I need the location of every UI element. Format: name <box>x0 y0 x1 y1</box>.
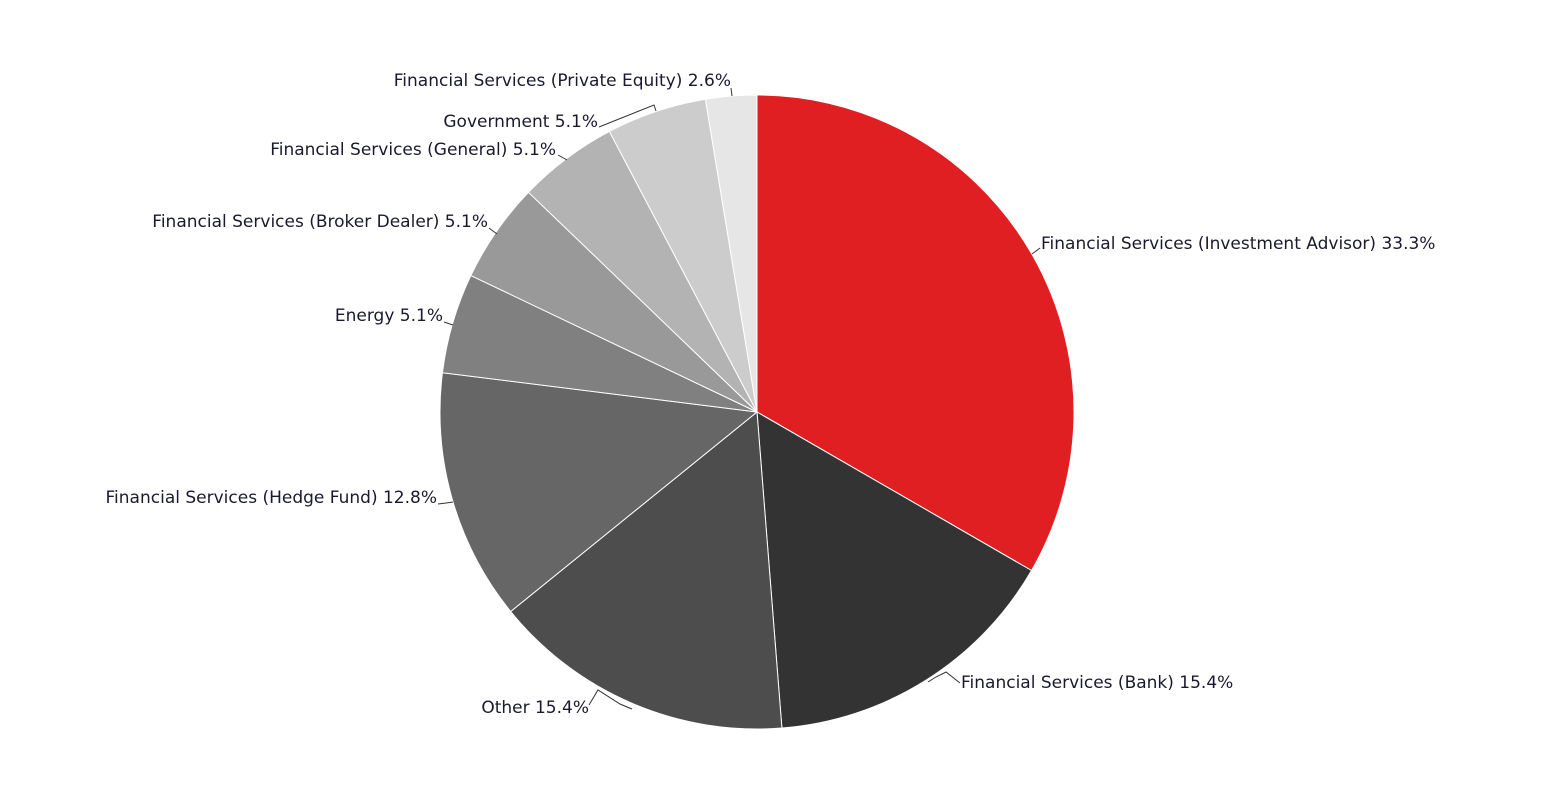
slice-label: Financial Services (Broker Dealer) 5.1% <box>152 212 488 232</box>
pie-slice-financial-services-private-equity[interactable] <box>704 94 758 413</box>
slice-label: Financial Services (Investment Advisor) … <box>1041 234 1435 254</box>
slice-label: Energy 5.1% <box>335 306 443 326</box>
slice-label: Financial Services (Private Equity) 2.6% <box>394 71 731 91</box>
leader-line <box>443 321 454 326</box>
slice-label: Other 15.4% <box>481 698 589 718</box>
leader-line <box>730 87 733 97</box>
pie-slice-financial-services-investment-advisor[interactable] <box>756 94 1075 572</box>
leader-line <box>1031 247 1041 255</box>
slice-label: Government 5.1% <box>443 112 598 132</box>
slice-labels: Financial Services (Investment Advisor) … <box>106 71 1436 718</box>
pie-slice-financial-services-bank[interactable] <box>756 411 1033 729</box>
slice-label: Financial Services (Hedge Fund) 12.8% <box>106 488 437 508</box>
pie-slice-other[interactable] <box>509 411 783 730</box>
leader-line <box>488 227 498 235</box>
leader-line <box>598 104 657 128</box>
leader-line <box>437 501 454 505</box>
leader-lines <box>437 87 1041 710</box>
pie-slices <box>439 94 1075 730</box>
slice-label: Financial Services (Bank) 15.4% <box>961 673 1233 693</box>
leader-line <box>588 689 633 710</box>
slice-label: Financial Services (General) 5.1% <box>270 140 556 160</box>
leader-line <box>557 154 568 161</box>
leader-line <box>927 671 961 684</box>
pie-slice-financial-services-hedge-fund[interactable] <box>439 372 759 613</box>
